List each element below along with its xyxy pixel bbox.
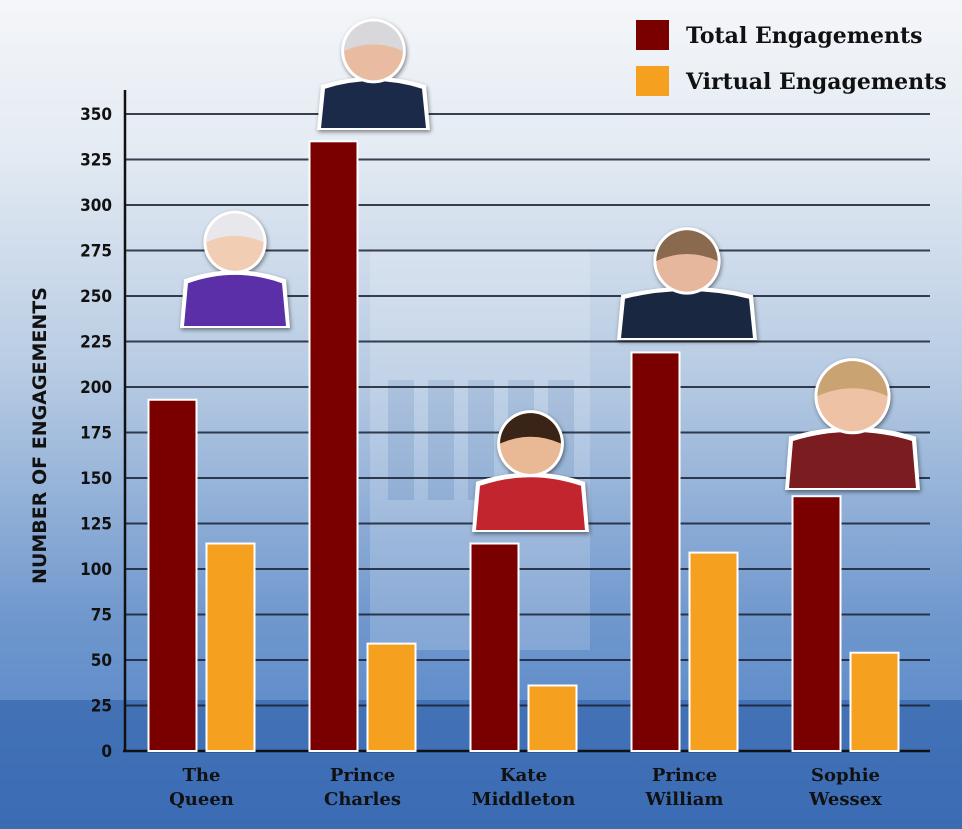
x-tick-label-line: William — [645, 789, 724, 810]
portrait-photo — [317, 18, 430, 130]
x-tick-label: Prince Charles — [324, 765, 401, 810]
bar-virtual — [688, 551, 739, 752]
portrait-clothing — [476, 477, 585, 530]
bar-virtual — [205, 542, 256, 753]
portraits — [180, 18, 920, 532]
y-axis-title: NUMBER OF ENGAGEMENTS — [29, 287, 51, 584]
bar-virtual — [527, 684, 578, 752]
bars — [147, 140, 900, 753]
portrait-clothing — [321, 81, 426, 128]
x-tick-label-line: Prince — [330, 765, 395, 786]
y-tick-label: 300 — [80, 196, 112, 216]
portrait-photo — [785, 358, 920, 490]
legend-swatch — [636, 66, 669, 96]
legend-label: Total Engagements — [686, 23, 923, 49]
x-tick-label-line: Wessex — [808, 789, 882, 810]
y-tick-label: 350 — [80, 105, 112, 125]
y-tick-label: 25 — [91, 697, 112, 717]
x-tick-label-line: Charles — [324, 789, 401, 810]
y-tick-label: 150 — [80, 469, 112, 489]
x-tick-label-line: The — [183, 765, 221, 786]
portrait-hair — [500, 413, 561, 444]
x-tick-label: Kate Middleton — [472, 765, 576, 810]
portrait-photo — [180, 210, 290, 328]
portrait-clothing — [789, 431, 916, 488]
bar-total — [630, 351, 681, 752]
y-tick-label: 250 — [80, 287, 112, 307]
portrait-photo — [617, 227, 757, 340]
background-arch — [375, 305, 585, 360]
y-tick-label: 75 — [91, 606, 112, 626]
y-tick-label: 125 — [80, 515, 112, 535]
background-window — [388, 380, 414, 500]
portrait-hair — [656, 230, 718, 261]
y-tick-label: 175 — [80, 424, 112, 444]
bar-total — [308, 140, 359, 753]
bar-virtual — [366, 642, 417, 752]
portrait-hair — [206, 213, 264, 243]
y-tick-label: 225 — [80, 333, 112, 353]
x-tick-label: Prince William — [645, 765, 724, 810]
y-tick-label: 100 — [80, 560, 112, 580]
bar-total — [791, 495, 842, 753]
portrait-photo — [472, 410, 589, 532]
y-tick-label: 50 — [91, 651, 112, 671]
y-tick-label: 200 — [80, 378, 112, 398]
y-tick-label: 325 — [80, 151, 112, 171]
portrait-hair — [817, 361, 888, 397]
x-tick-label-line: Middleton — [472, 789, 576, 810]
background-window — [428, 380, 454, 500]
legend-label: Virtual Engagements — [685, 69, 947, 95]
portrait-clothing — [184, 274, 286, 326]
legend: Total Engagements Virtual Engagements — [636, 20, 947, 96]
y-tick-label: 275 — [80, 242, 112, 262]
bar-virtual — [849, 651, 900, 752]
x-tick-label-line: Kate — [500, 765, 547, 786]
bar-total — [469, 542, 520, 753]
portrait-clothing — [621, 291, 753, 338]
tick-labels: 0 25 50 75 100 125 150 175 200 225 250 275 300 325 350… — [29, 105, 882, 810]
legend-swatch — [636, 20, 669, 50]
portrait-hair — [344, 21, 403, 51]
x-tick-label: Sophie Wessex — [808, 765, 882, 810]
x-tick-label-line: Queen — [169, 789, 234, 810]
x-tick-label: The Queen — [169, 765, 234, 810]
y-tick-label: 0 — [101, 742, 112, 762]
x-tick-label-line: Prince — [652, 765, 717, 786]
bar-total — [147, 398, 198, 752]
x-tick-label-line: Sophie — [811, 765, 880, 786]
